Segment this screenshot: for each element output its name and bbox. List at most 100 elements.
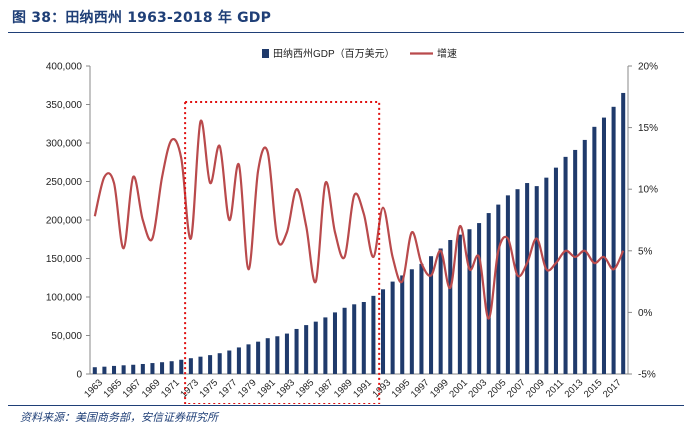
legend-line-label: 增速 [437,47,457,60]
right-axis-tick-label: -5% [638,370,656,381]
x-axis-tick-label: 2011 [544,377,566,399]
x-axis-tick-label: 1983 [274,377,297,400]
x-axis-tick-label: 2017 [601,377,624,400]
gdp-bar [438,248,443,374]
gdp-bar [534,186,539,374]
gdp-bar [198,356,203,374]
source-note: 资料来源：美国商务部，安信证券研究所 [20,411,218,424]
x-axis-tick-label: 1987 [313,377,336,400]
gdp-bar [246,344,251,374]
gdp-bar [294,328,299,374]
gdp-bar [390,281,395,374]
gdp-bar [208,355,213,374]
x-axis-tick-label: 2005 [486,377,509,400]
x-axis-tick-label: 1963 [82,377,105,400]
gdp-bar [544,177,549,374]
gdp-chart: 0 50,000 100,000 150,000 200,000 250,000 300,0… [46,47,658,404]
gdp-bar [323,317,328,374]
left-axis-tick-label: 350,000 [46,100,83,111]
gdp-bar [496,204,501,374]
gdp-bar [467,229,472,374]
gdp-bar [188,358,193,374]
x-axis-tick-label: 1997 [409,377,432,400]
gdp-bar [352,304,357,374]
gdp-bar [342,307,347,374]
gdp-bar [429,256,434,374]
gdp-bars [92,92,626,374]
legend: 田纳西州GDP（百万美元） 增速 [262,47,457,60]
gdp-bar [256,341,261,374]
gdp-bar [275,336,280,374]
gdp-bar [419,263,424,374]
gdp-bar [553,167,558,374]
gdp-bar [284,333,289,374]
x-axis-tick-label: 2015 [582,377,605,400]
x-axis-tick-label: 1999 [428,377,451,400]
gdp-bar [140,363,145,374]
x-axis-tick-label: 2009 [524,377,547,400]
growth-line-group [93,119,625,320]
gdp-bar [361,302,366,374]
gdp-bar [601,117,606,374]
x-axis-tick-label: 2001 [447,377,470,400]
gdp-bar [486,213,491,374]
gdp-bar [563,156,568,374]
gdp-bar [265,338,270,374]
left-axis-tick-label: 50,000 [51,331,82,342]
gdp-bar [448,240,453,374]
right-axis-tick-label: 0% [638,308,653,319]
growth-line [93,119,625,320]
gdp-bar [621,92,626,374]
highlight-group [184,101,381,404]
left-axis-tick-label: 400,000 [46,62,83,73]
gdp-bar [179,359,184,374]
x-axis-tick-label: 1969 [140,377,163,400]
chart-axes [86,65,632,375]
gdp-bar [525,183,530,374]
x-axis-tick-label: 1967 [121,377,144,400]
gdp-bar [573,149,578,374]
gdp-bar [236,347,241,374]
gdp-bar [457,234,462,374]
highlight-box [184,101,381,404]
gdp-bar [227,350,232,374]
footer-rule [8,405,684,406]
x-axis-tick-label: 1991 [351,377,374,400]
gdp-bar [150,363,155,374]
gdp-bar [592,126,597,374]
left-axis-tick-label: 100,000 [46,293,83,304]
gdp-bar [217,353,222,374]
gdp-bar [409,269,414,374]
x-axis-tick-label: 2003 [467,377,490,400]
gdp-bar [371,295,376,374]
right-axis-tick-label: 10% [638,185,658,196]
right-axis-tick-label: 5% [638,246,653,257]
x-axis-tick-label: 2013 [563,377,586,400]
x-axis-tick-label: 1995 [390,377,413,400]
x-axis-tick-label: 1977 [217,377,240,400]
figure-title: 图 38：田纳西州 1963-2018 年 GDP [12,10,272,26]
x-axis-tick-label: 2007 [505,377,528,400]
left-axis-tick-label: 150,000 [46,254,83,265]
x-axis-tick-label: 1981 [255,377,278,400]
gdp-bar [582,139,587,374]
legend-bar-swatch [262,49,269,58]
gdp-bar [102,366,107,374]
gdp-bar [112,365,117,374]
gdp-bar [160,362,165,374]
gdp-bar [505,195,510,374]
gdp-bar [477,223,482,374]
x-axis-tick-label: 1979 [236,377,259,400]
x-axis-tick-label: 1973 [178,377,201,400]
left-axis-tick-label: 300,000 [46,139,83,150]
gdp-bar [515,189,520,374]
gdp-bar [169,361,174,374]
left-axis-tick-label: 250,000 [46,177,83,188]
gdp-bar [400,275,405,374]
gdp-bar [332,312,337,374]
gdp-bar [92,367,97,374]
x-axis-tick-label: 1985 [294,377,317,400]
x-axis-tick-label: 1965 [101,377,124,400]
gdp-bar [304,325,309,374]
right-axis-tick-label: 15% [638,123,658,134]
